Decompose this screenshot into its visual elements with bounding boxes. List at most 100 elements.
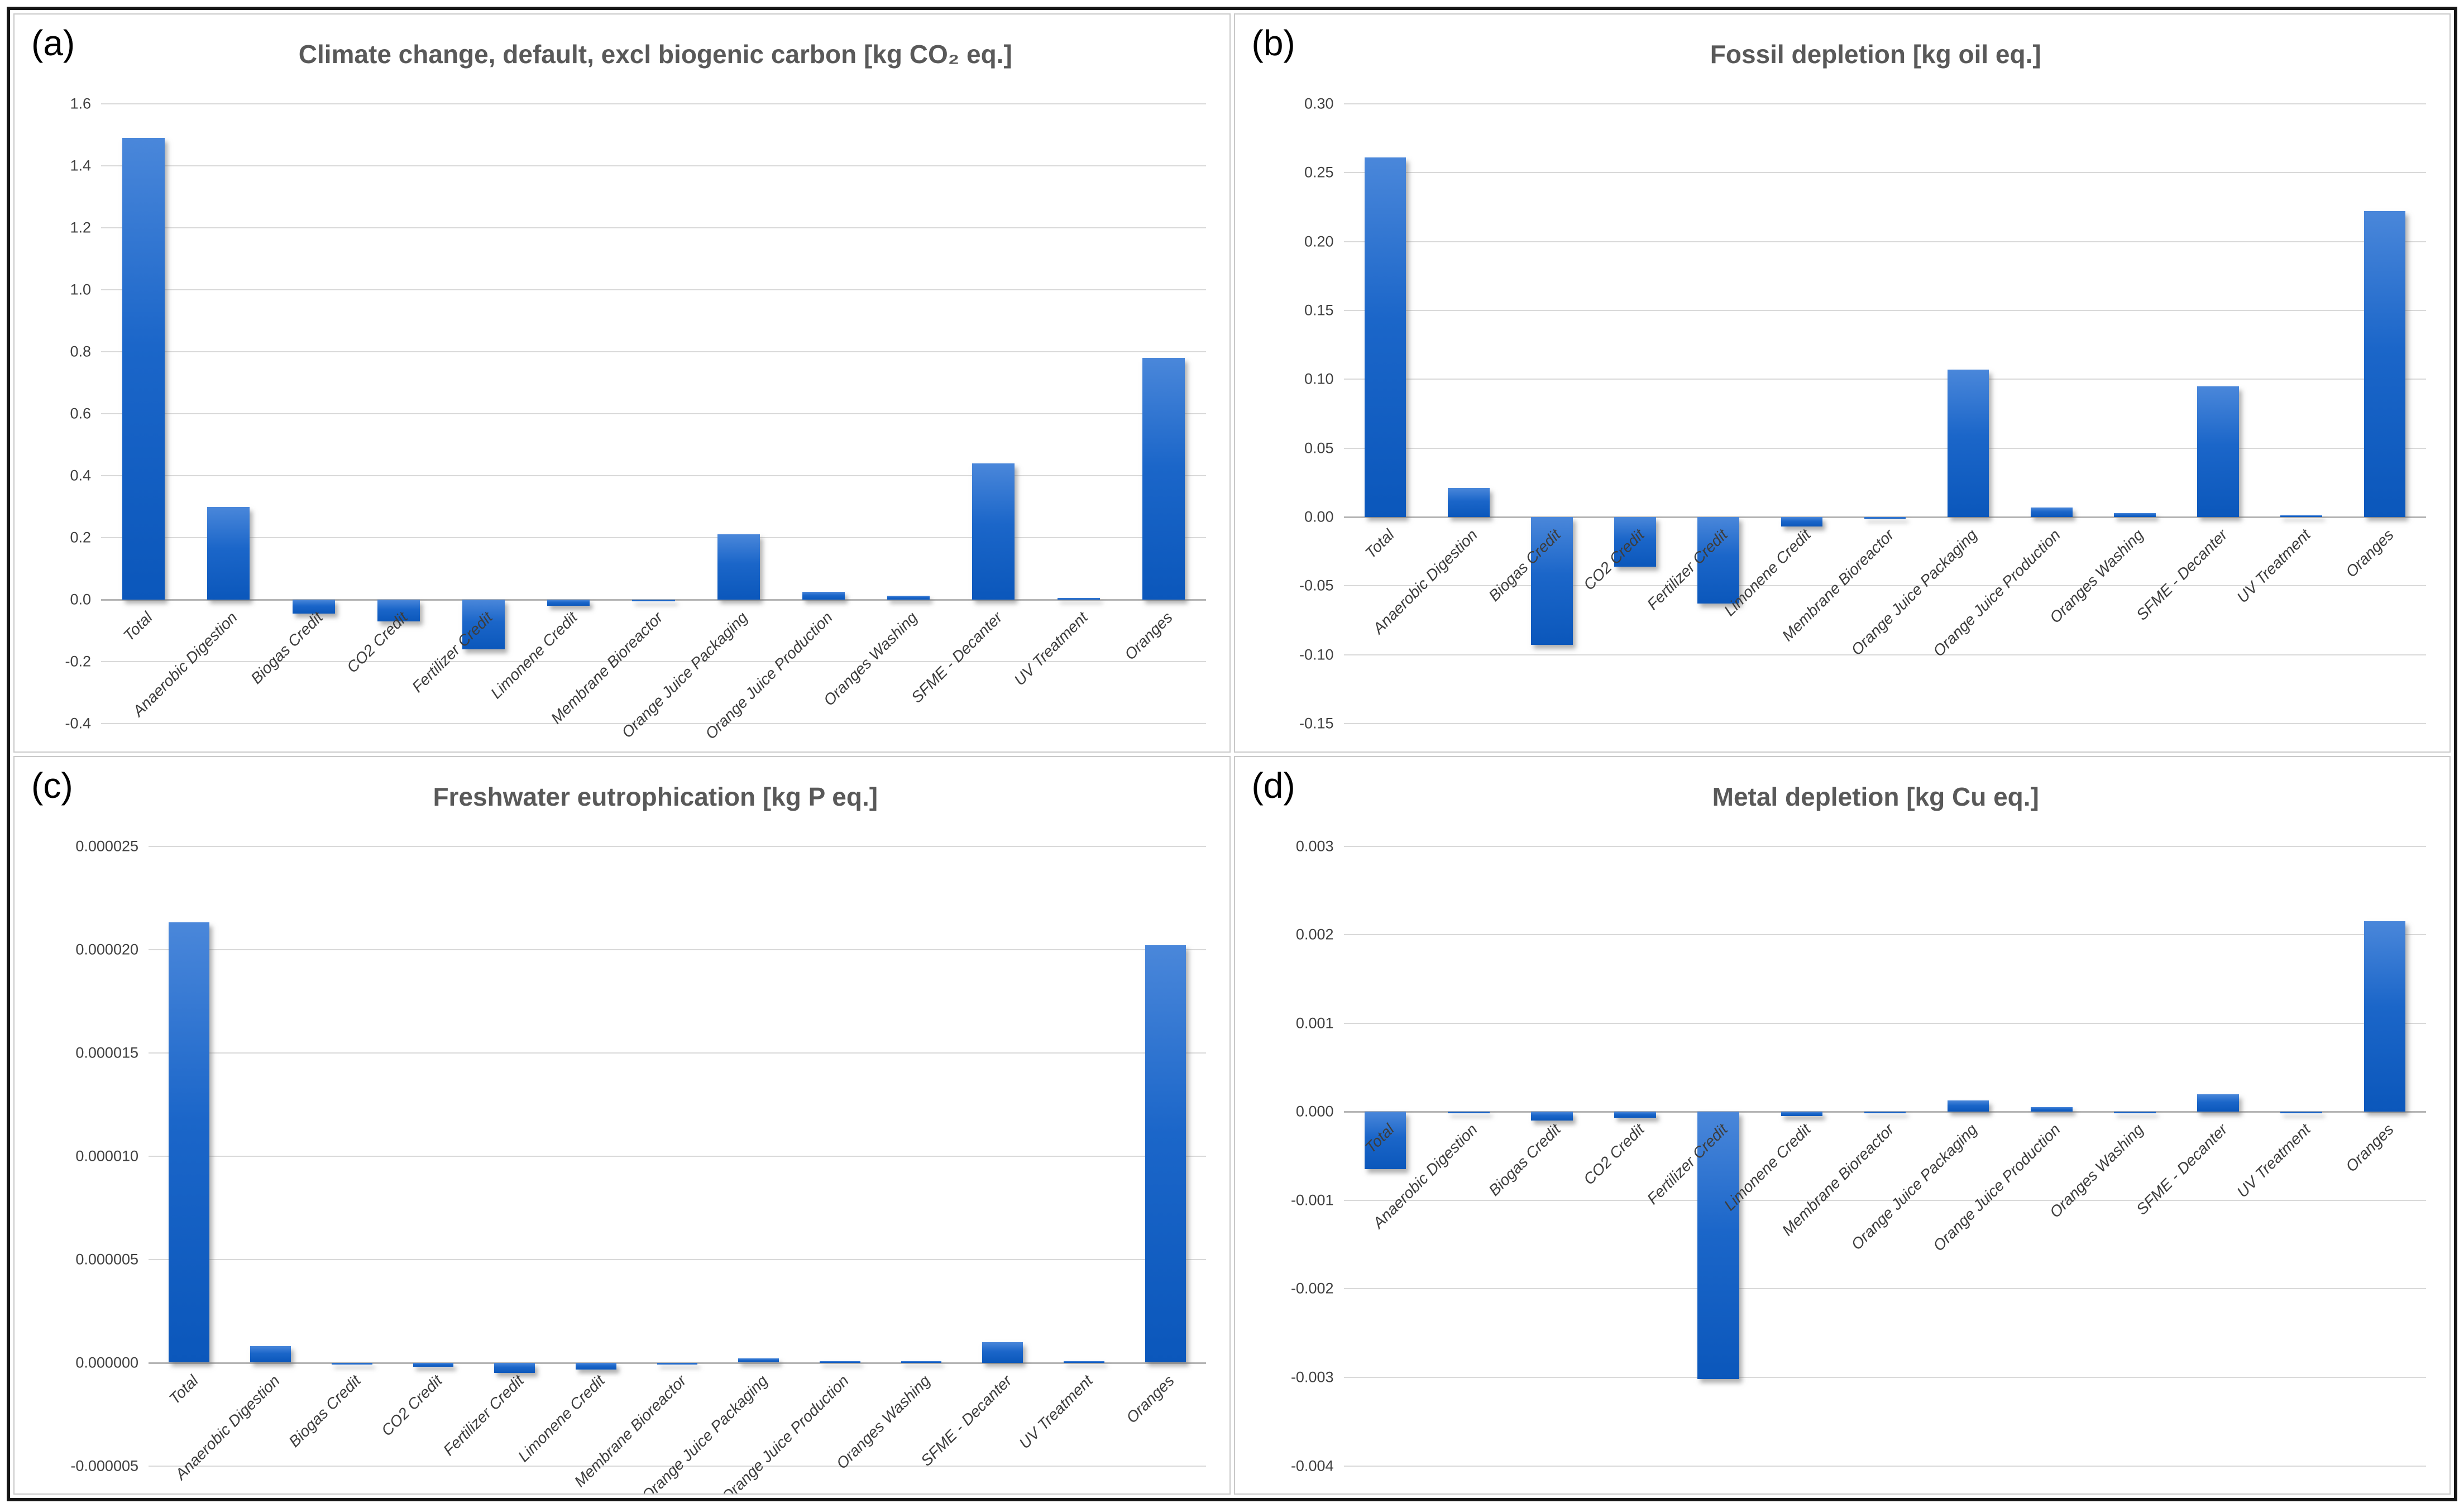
gridline: [1343, 1288, 2426, 1290]
gridline: [1343, 379, 2426, 380]
bar-limonene-credit: [1781, 517, 1823, 527]
bar-membrane-bioreactor: [632, 600, 675, 601]
bar-fertilizer-credit: [1697, 1112, 1739, 1380]
bar-sfme-decanter: [2197, 1094, 2239, 1112]
y-tick-label: 0.20: [1304, 233, 1334, 250]
y-tick-label: 0.2: [70, 529, 91, 546]
gridline: [1343, 723, 2426, 724]
y-tick-label: 0.003: [1295, 837, 1334, 854]
gridline: [101, 723, 1206, 724]
gridline: [101, 351, 1206, 352]
gridline: [1343, 172, 2426, 174]
four-panel-bar-chart-figure: (a) Climate change, default, excl biogen…: [7, 7, 2457, 1501]
y-tick-label: 0.000005: [75, 1251, 138, 1267]
plot-area-c: 0.000025 0.000020 0.000015 0.000010 0.000005…: [70, 837, 1206, 1493]
bar-membrane-bioreactor: [657, 1362, 698, 1365]
gridline: [149, 949, 1206, 950]
bar-co2-credit: [413, 1362, 454, 1367]
bar-orange-juice-packaging: [1947, 370, 1989, 517]
plot-area-a: 1.6 1.4 1.2 1.0 0.8 0.6 0.4 0.2 0.0 -0.2 -0.4 Total…: [65, 95, 1206, 743]
gridline: [101, 289, 1206, 290]
bar-total: [169, 922, 210, 1363]
panel-a: (a) Climate change, default, excl biogen…: [13, 13, 1231, 753]
gridline: [1343, 845, 2426, 847]
chart-title-a: Climate change, default, excl biogenic c…: [298, 40, 1012, 69]
y-tick-label: 0.10: [1304, 370, 1334, 387]
y-tick-label: 0.15: [1304, 301, 1334, 319]
bar-co2-credit: [377, 600, 420, 621]
y-tick-label: -0.001: [1290, 1191, 1334, 1209]
bar-orange-juice-production: [2031, 507, 2073, 517]
bar-biogas-credit: [292, 600, 335, 614]
y-tick-label: -0.15: [1299, 715, 1334, 732]
bar-oranges-washing: [2114, 513, 2156, 517]
y-tick-label: -0.05: [1299, 577, 1334, 594]
bar-membrane-bioreactor: [1864, 517, 1906, 519]
bar-fertilizer-credit: [494, 1362, 535, 1373]
gridline: [1343, 103, 2426, 104]
bar-orange-juice-packaging: [738, 1358, 779, 1363]
bar-fertilizer-credit: [1697, 517, 1739, 604]
y-tick-label: 0.002: [1295, 926, 1334, 943]
panel-b: (b) Fossil depletion [kg oil eq.] 0.30 0.…: [1233, 13, 2451, 753]
gridline: [149, 1155, 1206, 1157]
bar-limonene-credit: [547, 600, 590, 606]
bar-limonene-credit: [575, 1362, 616, 1370]
bar-oranges: [1145, 945, 1186, 1363]
y-tick-label: 0.30: [1304, 95, 1334, 112]
bar-oranges: [1142, 358, 1185, 600]
bar-uv-treatment: [2280, 1112, 2323, 1114]
bar-uv-treatment: [2280, 515, 2323, 517]
gridline: [101, 475, 1206, 476]
chart-title-b: Fossil depletion [kg oil eq.]: [1710, 40, 2041, 69]
gridline: [1343, 1465, 2426, 1467]
bar-oranges-washing: [2114, 1112, 2156, 1114]
bar-co2-credit: [1614, 517, 1656, 567]
panel-c: (c) Freshwater eutrophication [kg P eq.]…: [13, 755, 1231, 1495]
bar-oranges-washing: [887, 596, 930, 600]
bar-oranges: [2363, 211, 2406, 517]
bar-oranges: [2363, 921, 2406, 1112]
gridline: [149, 1052, 1206, 1054]
bar-oranges-washing: [901, 1361, 942, 1363]
gridline: [101, 537, 1206, 538]
panel-letter-c: (c): [31, 765, 73, 806]
gridline: [1343, 654, 2426, 655]
panel-letter-b: (b): [1251, 23, 1295, 63]
bar-anaerobic-digestion: [1447, 488, 1490, 517]
bar-anaerobic-digestion: [250, 1346, 291, 1363]
y-tick-label: 0.001: [1295, 1014, 1334, 1032]
gridline: [1343, 447, 2426, 449]
panel-letter-a: (a): [31, 23, 75, 63]
gridline: [101, 165, 1206, 166]
bar-orange-juice-packaging: [1947, 1100, 1989, 1112]
gridline: [1343, 585, 2426, 587]
bar-biogas-credit: [1531, 1112, 1573, 1121]
y-tick-label: 0.25: [1304, 164, 1334, 181]
y-tick-label: 0.4: [70, 467, 91, 484]
y-tick-label: -0.4: [65, 715, 91, 732]
y-tick-label: 0.000015: [75, 1044, 138, 1061]
y-tick-label: -0.2: [65, 653, 91, 670]
y-tick-label: 0.000000: [75, 1354, 138, 1371]
bar-fertilizer-credit: [462, 600, 505, 649]
y-tick-label: -0.002: [1290, 1280, 1334, 1297]
plot-area-d: 0.003 0.002 0.001 0.000 -0.001 -0.002 -0.003 -0…: [1291, 837, 2426, 1474]
y-tick-label: -0.10: [1299, 646, 1334, 663]
panel-letter-d: (d): [1251, 765, 1295, 806]
gridline: [149, 1258, 1206, 1260]
bar-total: [122, 138, 165, 600]
bar-limonene-credit: [1781, 1112, 1823, 1117]
gridline: [1343, 934, 2426, 936]
chart-title-d: Metal depletion [kg Cu eq.]: [1712, 782, 2039, 811]
gridline: [1343, 1022, 2426, 1024]
y-tick-label: 0.6: [70, 405, 91, 422]
gridline: [149, 1465, 1206, 1467]
plot-area-b: 0.30 0.25 0.20 0.15 0.10 0.05 0.00 -0.05 -0.10 -0…: [1299, 95, 2426, 732]
y-tick-label: 0.000010: [75, 1147, 138, 1164]
bar-total: [1364, 157, 1406, 517]
y-tick-label: 0.8: [70, 343, 91, 360]
y-tick-label: 0.0: [70, 591, 91, 608]
gridline: [101, 413, 1206, 414]
bar-sfme-decanter: [982, 1342, 1023, 1363]
